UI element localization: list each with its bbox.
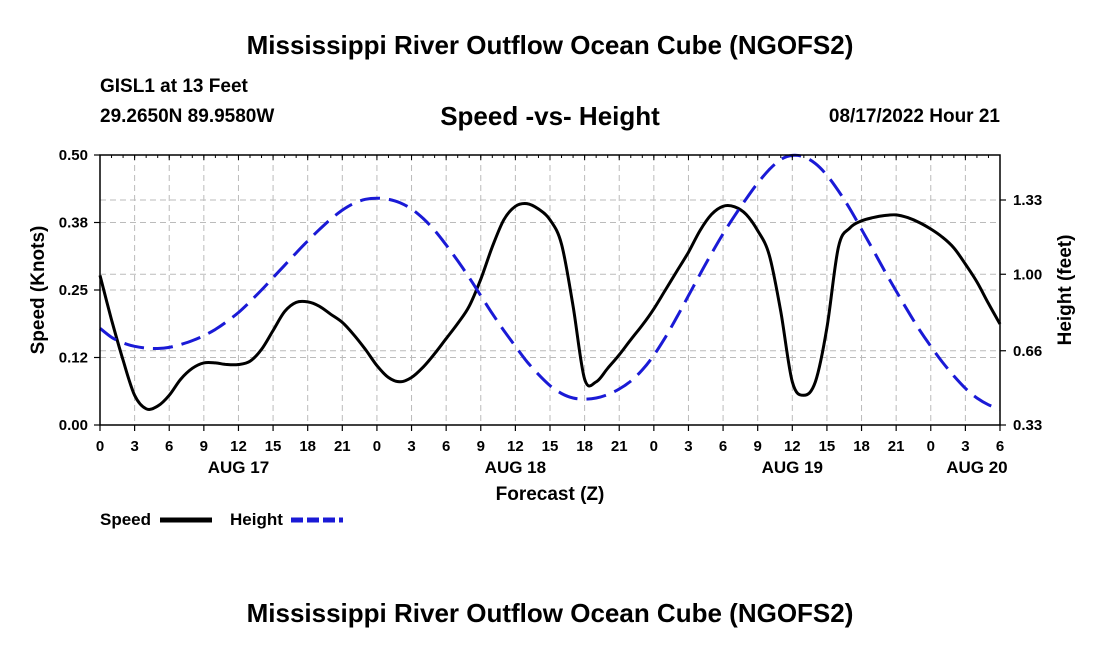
- x-tick-label: 9: [477, 438, 485, 455]
- x-tick-label: 21: [888, 438, 905, 455]
- x-tick-label: 15: [542, 438, 559, 455]
- x-tick-label: 3: [407, 438, 415, 455]
- chart-main-title: Mississippi River Outflow Ocean Cube (NG…: [246, 30, 854, 60]
- series-lines: [98, 153, 1002, 411]
- x-tick-label: 9: [200, 438, 208, 455]
- series-line-height: [99, 153, 1001, 411]
- y-axis-title: Speed (Knots): [28, 226, 49, 355]
- chart-legend: Speed Height: [100, 510, 343, 529]
- y2-tick-label: 1.00: [1013, 266, 1042, 283]
- x-tick-label: 12: [784, 438, 801, 455]
- x-tick-label: 6: [996, 438, 1004, 455]
- y-tick-label: 0.25: [59, 282, 88, 299]
- x-tick-label: 3: [684, 438, 692, 455]
- station-label: GISL1 at 13 Feet: [100, 76, 248, 97]
- y2-axis-title: Height (feet): [1055, 235, 1076, 346]
- x-tick-label: 6: [442, 438, 450, 455]
- x-tick-label: 6: [165, 438, 173, 455]
- grid-lines: [100, 155, 1000, 426]
- x-tick-label: 0: [927, 438, 935, 455]
- y2-tick-label: 1.33: [1013, 192, 1042, 209]
- legend-label-height: Height: [230, 510, 283, 529]
- x-tick-label: 15: [819, 438, 836, 455]
- y-tick-label: 0.00: [59, 417, 88, 434]
- x-date-label: AUG 20: [946, 458, 1007, 477]
- x-tick-label: 21: [334, 438, 351, 455]
- x-tick-label: 3: [130, 438, 138, 455]
- series-line-speed: [98, 201, 1002, 411]
- station-coordinates: 29.2650N 89.9580W: [100, 106, 275, 127]
- x-tick-label: 12: [507, 438, 524, 455]
- x-date-label: AUG 17: [208, 458, 269, 477]
- axis-ticks: [94, 154, 1006, 431]
- y2-tick-label: 0.66: [1013, 343, 1042, 360]
- x-tick-label: 0: [373, 438, 381, 455]
- x-date-label: AUG 18: [485, 458, 546, 477]
- forecast-datetime: 08/17/2022 Hour 21: [828, 106, 1000, 127]
- x-tick-label: 18: [576, 438, 593, 455]
- y-tick-label: 0.12: [59, 350, 88, 367]
- x-tick-label: 12: [230, 438, 247, 455]
- x-tick-label: 6: [719, 438, 727, 455]
- x-tick-label: 3: [961, 438, 969, 455]
- x-tick-label: 18: [853, 438, 870, 455]
- repeat-chart-title: Mississippi River Outflow Ocean Cube (NG…: [246, 598, 854, 628]
- y-tick-label: 0.50: [59, 147, 88, 164]
- x-date-label: AUG 19: [762, 458, 823, 477]
- y-tick-label: 0.38: [59, 215, 88, 232]
- x-tick-label: 9: [754, 438, 762, 455]
- legend-label-speed: Speed: [100, 510, 151, 529]
- axis-labels: 0 3 6 9 12 15 18 21 0 3 6 9 12 15 18 21 0 3 6 9 12 15 18 21 0 3 6 A…: [28, 147, 1076, 505]
- x-tick-label: 0: [96, 438, 104, 455]
- x-tick-label: 15: [265, 438, 282, 455]
- x-tick-label: 0: [650, 438, 658, 455]
- chart-subtitle: Speed -vs- Height: [440, 101, 660, 131]
- x-tick-label: 21: [611, 438, 628, 455]
- x-axis-title: Forecast (Z): [496, 484, 605, 505]
- y2-tick-label: 0.33: [1013, 417, 1042, 434]
- x-tick-label: 18: [299, 438, 316, 455]
